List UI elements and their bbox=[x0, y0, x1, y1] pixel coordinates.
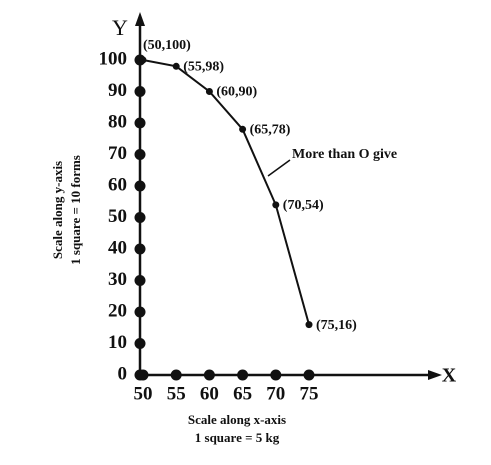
y-tick-label: 20 bbox=[108, 300, 127, 321]
y-tick-label: 30 bbox=[108, 269, 127, 290]
y-tick-mark bbox=[134, 338, 146, 349]
annotation: More than O give bbox=[292, 147, 397, 162]
y-tick-mark bbox=[134, 117, 146, 129]
y-tick-label: 100 bbox=[99, 48, 128, 69]
y-tick-mark bbox=[134, 243, 146, 255]
ogive-line bbox=[142, 59, 310, 325]
x-tick-mark bbox=[170, 369, 182, 381]
x-tick-mark bbox=[270, 369, 282, 381]
annotation-pointer bbox=[267, 159, 291, 177]
point-label: (60,90) bbox=[216, 85, 257, 100]
y-tick-mark bbox=[134, 149, 146, 160]
point-label: (50,100) bbox=[143, 38, 191, 53]
y-tick-label: 70 bbox=[108, 143, 127, 164]
y-tick-label: 60 bbox=[108, 174, 127, 195]
y-tick-mark bbox=[134, 86, 146, 97]
x-label: Scale along x-axis bbox=[188, 412, 286, 427]
x-tick-label: 55 bbox=[167, 383, 186, 404]
data-point bbox=[305, 321, 313, 329]
y-tick-label: 80 bbox=[108, 111, 127, 132]
point-label: (70,54) bbox=[283, 198, 324, 213]
data-point bbox=[205, 88, 213, 95]
y-label: 1 square = 10 forms bbox=[68, 155, 83, 265]
data-point bbox=[272, 201, 280, 209]
y-label: Scale along y-axis bbox=[50, 161, 65, 259]
y-axis-letter: Y bbox=[112, 15, 128, 40]
y-tick-label: 40 bbox=[108, 237, 127, 258]
x-label: 1 square = 5 kg bbox=[195, 430, 280, 445]
y-arrow bbox=[135, 12, 145, 26]
x-tick-label: 65 bbox=[233, 383, 252, 404]
y-tick-label: 90 bbox=[108, 80, 127, 101]
x-tick-mark bbox=[303, 369, 315, 381]
y-tick-label: 10 bbox=[108, 332, 127, 353]
y-tick-mark bbox=[134, 275, 146, 286]
x-tick-mark bbox=[237, 369, 249, 381]
point-label: (55,98) bbox=[183, 60, 224, 75]
data-point bbox=[239, 125, 247, 133]
x-tick-mark bbox=[203, 369, 215, 381]
x-arrow bbox=[428, 370, 442, 380]
y-tick-mark bbox=[134, 180, 146, 192]
y-tick-label: 50 bbox=[108, 206, 127, 227]
point-label: (65,78) bbox=[250, 123, 291, 138]
x-tick-label: 50 bbox=[134, 383, 153, 404]
y-tick-label: 0 bbox=[118, 363, 128, 384]
data-point bbox=[139, 56, 147, 64]
data-point bbox=[172, 62, 180, 70]
x-tick-label: 70 bbox=[266, 383, 285, 404]
point-label: (75,16) bbox=[316, 318, 357, 333]
y-tick-mark bbox=[134, 306, 146, 318]
x-axis-letter: X bbox=[442, 365, 457, 387]
y-tick-mark bbox=[134, 212, 146, 223]
x-tick-mark bbox=[137, 369, 149, 381]
x-tick-label: 60 bbox=[200, 383, 219, 404]
x-tick-label: 75 bbox=[300, 383, 319, 404]
